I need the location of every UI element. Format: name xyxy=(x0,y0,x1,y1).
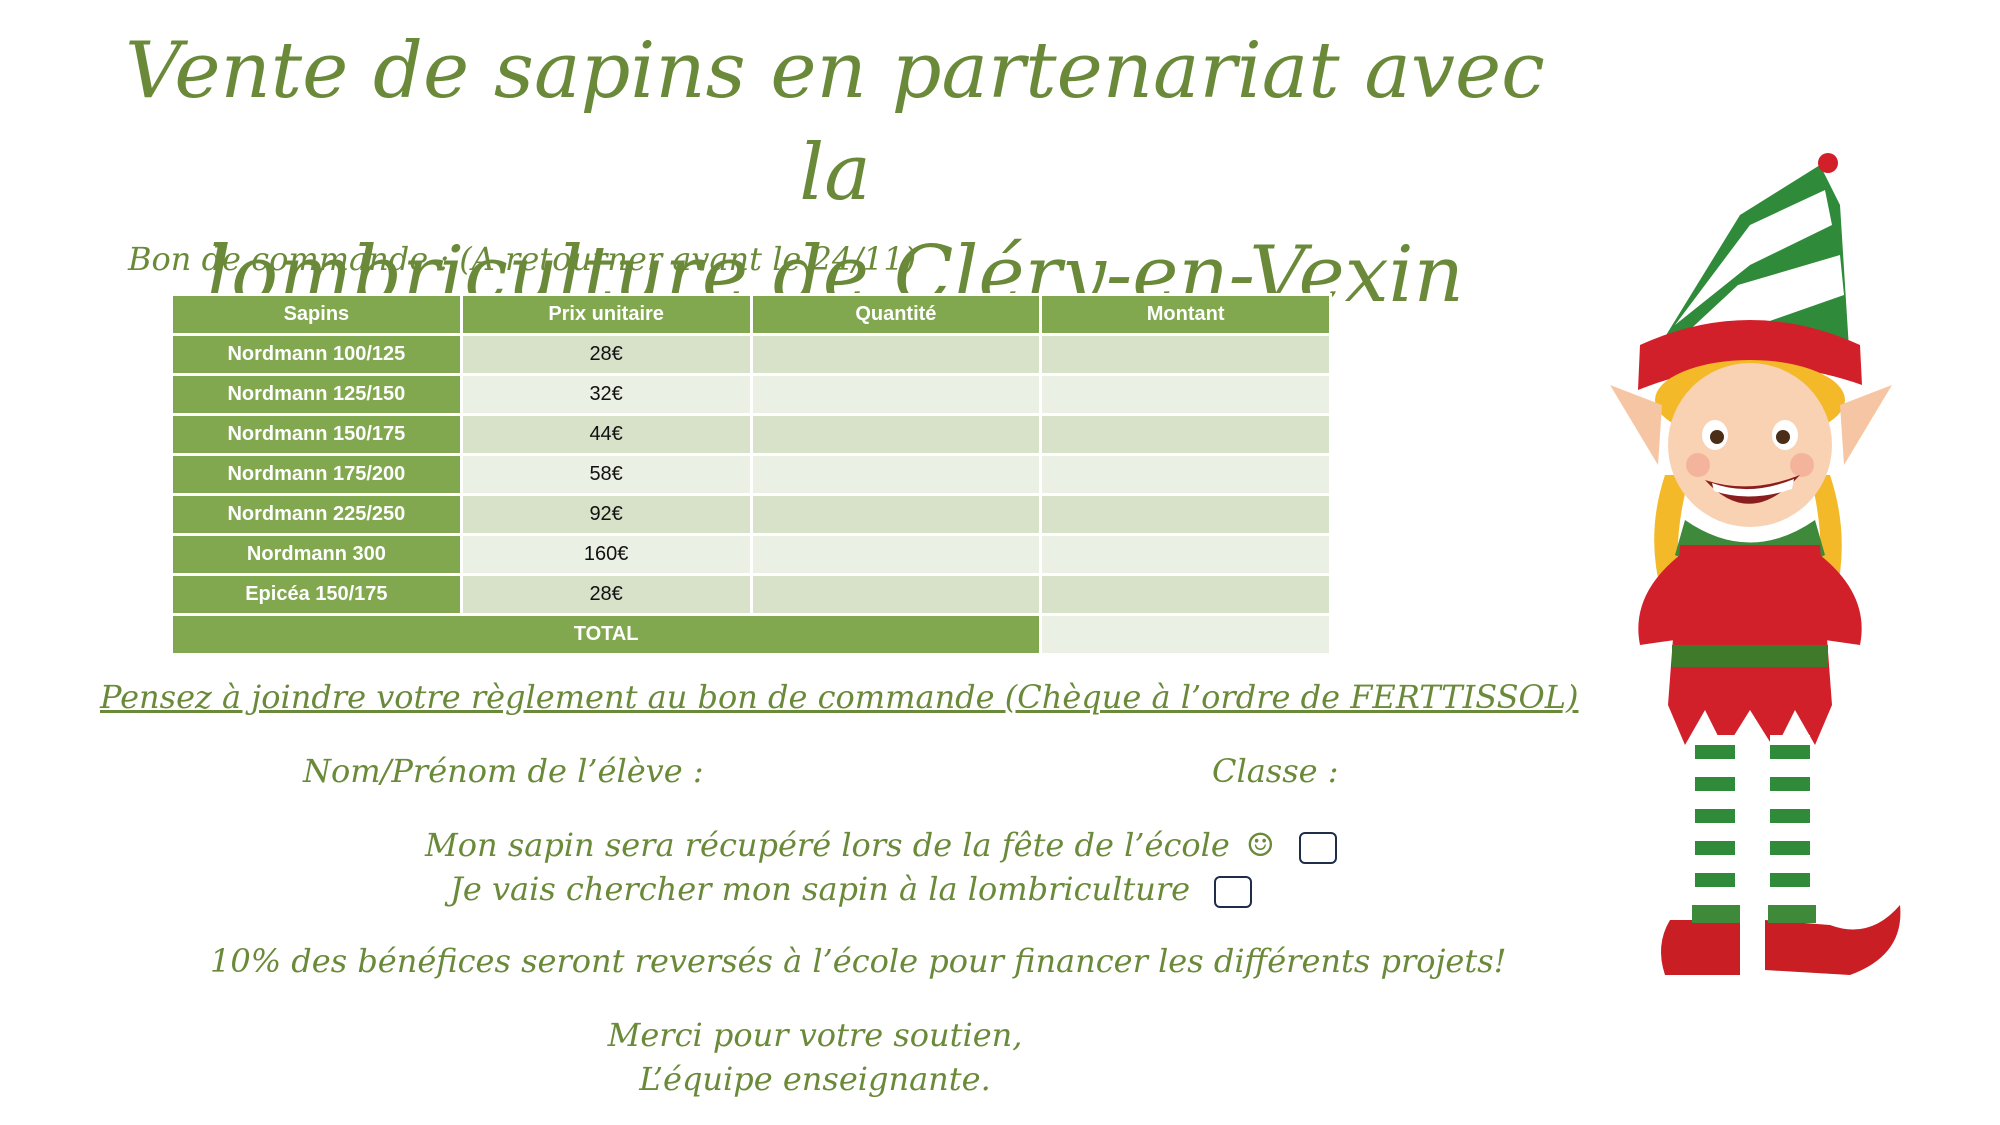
profit-note: 10% des bénéfices seront reversés à l’éc… xyxy=(210,942,1507,980)
total-row: TOTAL xyxy=(169,613,1332,656)
price-cell: 58€ xyxy=(459,453,753,496)
elf-hat xyxy=(1638,153,1862,390)
price-cell: 44€ xyxy=(459,413,753,456)
table-row: Nordmann 300 160€ xyxy=(170,533,1332,576)
amount-cell[interactable] xyxy=(1039,493,1332,536)
thanks-message: Merci pour votre soutien, L’équipe ensei… xyxy=(580,1013,1050,1101)
tree-name-cell: Nordmann 300 xyxy=(170,533,463,576)
pickup-school-checkbox[interactable] xyxy=(1298,831,1337,864)
price-cell: 92€ xyxy=(459,493,753,536)
quantity-cell[interactable] xyxy=(749,453,1043,496)
table-row: Nordmann 150/175 44€ xyxy=(170,413,1332,456)
table-row: Nordmann 175/200 58€ xyxy=(170,453,1332,496)
amount-cell[interactable] xyxy=(1039,573,1332,616)
pickup-farm-checkbox[interactable] xyxy=(1214,875,1253,908)
tree-name-cell: Nordmann 175/200 xyxy=(170,453,463,496)
title-line-1: Vente de sapins en partenariat avec la xyxy=(125,26,1545,218)
quantity-cell[interactable] xyxy=(749,493,1043,536)
elf-right-ear xyxy=(1840,385,1892,465)
table-row: Nordmann 100/125 28€ xyxy=(170,333,1332,376)
pickup-school-label: Mon sapin sera récupéré lors de la fête … xyxy=(425,826,1230,864)
quantity-cell[interactable] xyxy=(749,373,1043,416)
price-cell: 160€ xyxy=(459,533,753,576)
header-quantite: Quantité xyxy=(749,293,1043,336)
payment-note: Pensez à joindre votre règlement au bon … xyxy=(100,678,1579,716)
pickup-school-option: Mon sapin sera récupéré lors de la fête … xyxy=(425,826,1337,864)
tree-name-cell: Epicéa 150/175 xyxy=(170,573,463,616)
pickup-farm-option: Je vais chercher mon sapin à la lombricu… xyxy=(450,870,1253,908)
quantity-cell[interactable] xyxy=(749,333,1043,376)
price-cell: 32€ xyxy=(459,373,753,416)
table-row: Nordmann 125/150 32€ xyxy=(170,373,1332,416)
amount-cell[interactable] xyxy=(1039,333,1332,376)
class-label: Classe : xyxy=(1212,752,1339,790)
price-cell: 28€ xyxy=(459,573,753,616)
price-cell: 28€ xyxy=(459,333,753,376)
total-label: TOTAL xyxy=(169,613,1043,656)
order-form-label: Bon de commande : (A retourner avant le … xyxy=(128,240,917,278)
header-montant: Montant xyxy=(1039,293,1332,336)
smiley-icon: ☺ xyxy=(1246,826,1275,864)
elf-face xyxy=(1668,363,1832,527)
tree-name-cell: Nordmann 125/150 xyxy=(170,373,463,416)
thanks-line-2: L’équipe enseignante. xyxy=(639,1060,991,1098)
amount-cell[interactable] xyxy=(1039,373,1332,416)
amount-cell[interactable] xyxy=(1039,413,1332,456)
tree-name-cell: Nordmann 100/125 xyxy=(170,333,463,376)
tree-name-cell: Nordmann 150/175 xyxy=(170,413,463,456)
page-title: Vente de sapins en partenariat avec la l… xyxy=(110,20,1560,326)
header-prix-unitaire: Prix unitaire xyxy=(459,293,753,336)
elf-illustration xyxy=(1610,153,1901,975)
elf-left-ear xyxy=(1610,385,1662,465)
elf-legs xyxy=(1695,735,1810,915)
quantity-cell[interactable] xyxy=(749,533,1043,576)
amount-cell[interactable] xyxy=(1039,533,1332,576)
tree-name-cell: Nordmann 225/250 xyxy=(170,493,463,536)
quantity-cell[interactable] xyxy=(749,573,1043,616)
table-header-row: Sapins Prix unitaire Quantité Montant xyxy=(170,293,1332,336)
order-table: Sapins Prix unitaire Quantité Montant No… xyxy=(169,293,1332,656)
header-sapins: Sapins xyxy=(170,293,463,336)
student-name-label: Nom/Prénom de l’élève : xyxy=(303,752,704,790)
table-row: Epicéa 150/175 28€ xyxy=(170,573,1332,616)
quantity-cell[interactable] xyxy=(749,413,1043,456)
total-amount-cell[interactable] xyxy=(1039,613,1332,656)
elf-shoes xyxy=(1661,905,1901,975)
thanks-line-1: Merci pour votre soutien, xyxy=(607,1016,1023,1054)
table-row: Nordmann 225/250 92€ xyxy=(170,493,1332,536)
pickup-farm-label: Je vais chercher mon sapin à la lombricu… xyxy=(450,870,1191,908)
amount-cell[interactable] xyxy=(1039,453,1332,496)
elf-body xyxy=(1638,545,1862,750)
